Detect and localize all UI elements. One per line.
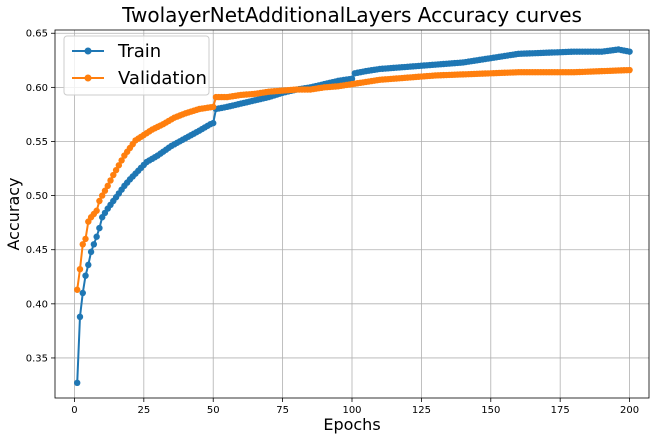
data-point xyxy=(90,241,98,248)
data-point xyxy=(118,157,125,164)
x-tick-label: 25 xyxy=(137,405,150,416)
y-tick-label: 0.35 xyxy=(26,353,48,364)
data-point xyxy=(98,192,106,199)
x-tick-label: 125 xyxy=(412,405,431,416)
data-point xyxy=(107,177,114,184)
y-tick-label: 0.65 xyxy=(26,29,48,40)
x-tick-label: 0 xyxy=(71,405,77,416)
y-tick-label: 0.55 xyxy=(26,137,48,148)
legend: Train Validation xyxy=(63,35,210,96)
y-tick-label: 0.40 xyxy=(26,299,48,310)
x-tick-label: 150 xyxy=(481,405,500,416)
data-point xyxy=(93,207,100,214)
legend-train-label: Train xyxy=(117,41,161,62)
x-tick-label: 50 xyxy=(207,405,220,416)
data-point xyxy=(82,235,89,243)
x-tick-label: 175 xyxy=(551,405,570,416)
data-point xyxy=(101,187,109,194)
data-point xyxy=(626,48,633,55)
y-tick-label: 0.60 xyxy=(26,83,48,94)
data-point xyxy=(210,119,217,127)
legend-validation-label: Validation xyxy=(118,68,207,89)
data-point xyxy=(348,75,356,82)
series-line-validation xyxy=(76,69,630,290)
series-train xyxy=(74,46,633,387)
data-point xyxy=(96,224,103,232)
data-point xyxy=(74,286,81,293)
data-point xyxy=(210,103,217,111)
legend-train-marker xyxy=(84,47,92,55)
data-point xyxy=(104,182,111,190)
data-point xyxy=(115,162,123,169)
data-point xyxy=(626,66,633,74)
x-tick-label: 100 xyxy=(342,405,361,416)
y-tick-label: 0.45 xyxy=(26,245,48,256)
series-layer xyxy=(74,46,633,387)
data-point xyxy=(79,289,86,297)
data-point xyxy=(85,261,92,269)
data-point xyxy=(87,248,95,256)
data-point xyxy=(93,233,100,240)
data-point xyxy=(76,313,84,321)
legend-validation-marker xyxy=(84,74,92,82)
axis-ticks: 0 25 50 75 100 125 150 175 200 0.35 0.40 0.45 0.50 0.… xyxy=(26,29,639,416)
y-axis-label: Accuracy xyxy=(4,177,23,250)
data-point xyxy=(79,241,86,248)
data-point xyxy=(110,171,117,179)
y-tick-label: 0.50 xyxy=(26,191,48,202)
x-axis-label: Epochs xyxy=(323,415,380,434)
data-point xyxy=(96,197,103,205)
chart-title: TwolayerNetAdditionalLayers Accuracy cur… xyxy=(121,3,582,27)
series-validation xyxy=(74,66,633,293)
data-point xyxy=(74,379,81,387)
grid xyxy=(55,30,649,398)
x-tick-label: 75 xyxy=(276,405,289,416)
data-point xyxy=(76,266,84,273)
data-point xyxy=(112,166,120,174)
data-point xyxy=(82,272,89,279)
x-tick-label: 200 xyxy=(620,405,639,416)
series-line-train xyxy=(76,48,630,383)
